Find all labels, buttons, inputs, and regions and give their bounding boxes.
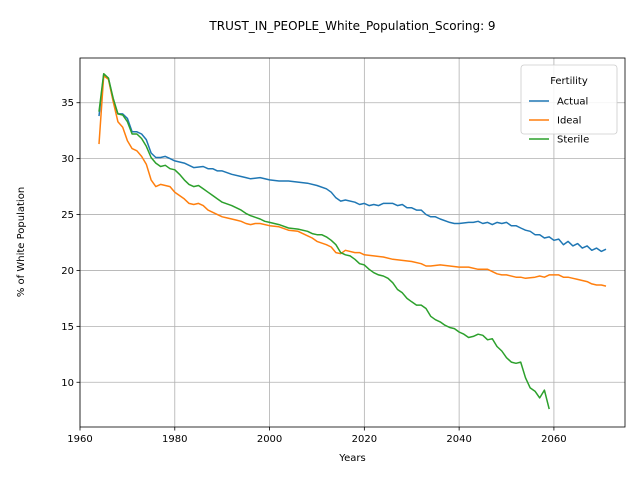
legend: Fertility Actual Ideal Sterile — [520, 64, 618, 146]
y-tick-label: 15 — [61, 322, 74, 333]
x-tick-label: 1960 — [67, 434, 92, 445]
x-axis-ticks: 1960 1980 2000 2020 2040 2060 — [67, 427, 567, 445]
y-tick-label: 35 — [61, 98, 74, 109]
series-line-ideal — [98, 75, 607, 287]
x-tick-label: 2060 — [541, 434, 566, 445]
y-axis-label: % of White Population — [16, 187, 27, 297]
x-axis-label: Years — [338, 453, 365, 464]
chart-title: TRUST_IN_PEOPLE_White_Population_Scoring… — [208, 19, 495, 33]
x-tick-label: 1980 — [162, 434, 187, 445]
y-axis-ticks: 10 15 20 25 30 35 — [61, 98, 80, 389]
plot-frame — [79, 57, 626, 428]
series-lines — [98, 72, 607, 410]
series-line-sterile — [98, 72, 550, 410]
y-tick-label: 30 — [61, 154, 74, 165]
legend-box — [520, 64, 618, 135]
legend-label-ideal: Ideal — [557, 116, 581, 127]
legend-title: Fertility — [550, 76, 588, 87]
y-tick-label: 10 — [61, 378, 74, 389]
series-line-actual — [98, 74, 607, 253]
y-tick-label: 20 — [61, 266, 74, 277]
x-tick-label: 2040 — [446, 434, 471, 445]
x-tick-label: 2000 — [257, 434, 282, 445]
legend-label-sterile: Sterile — [557, 135, 589, 146]
x-tick-label: 2020 — [352, 434, 377, 445]
y-tick-label: 25 — [61, 210, 74, 221]
legend-label-actual: Actual — [557, 97, 588, 108]
